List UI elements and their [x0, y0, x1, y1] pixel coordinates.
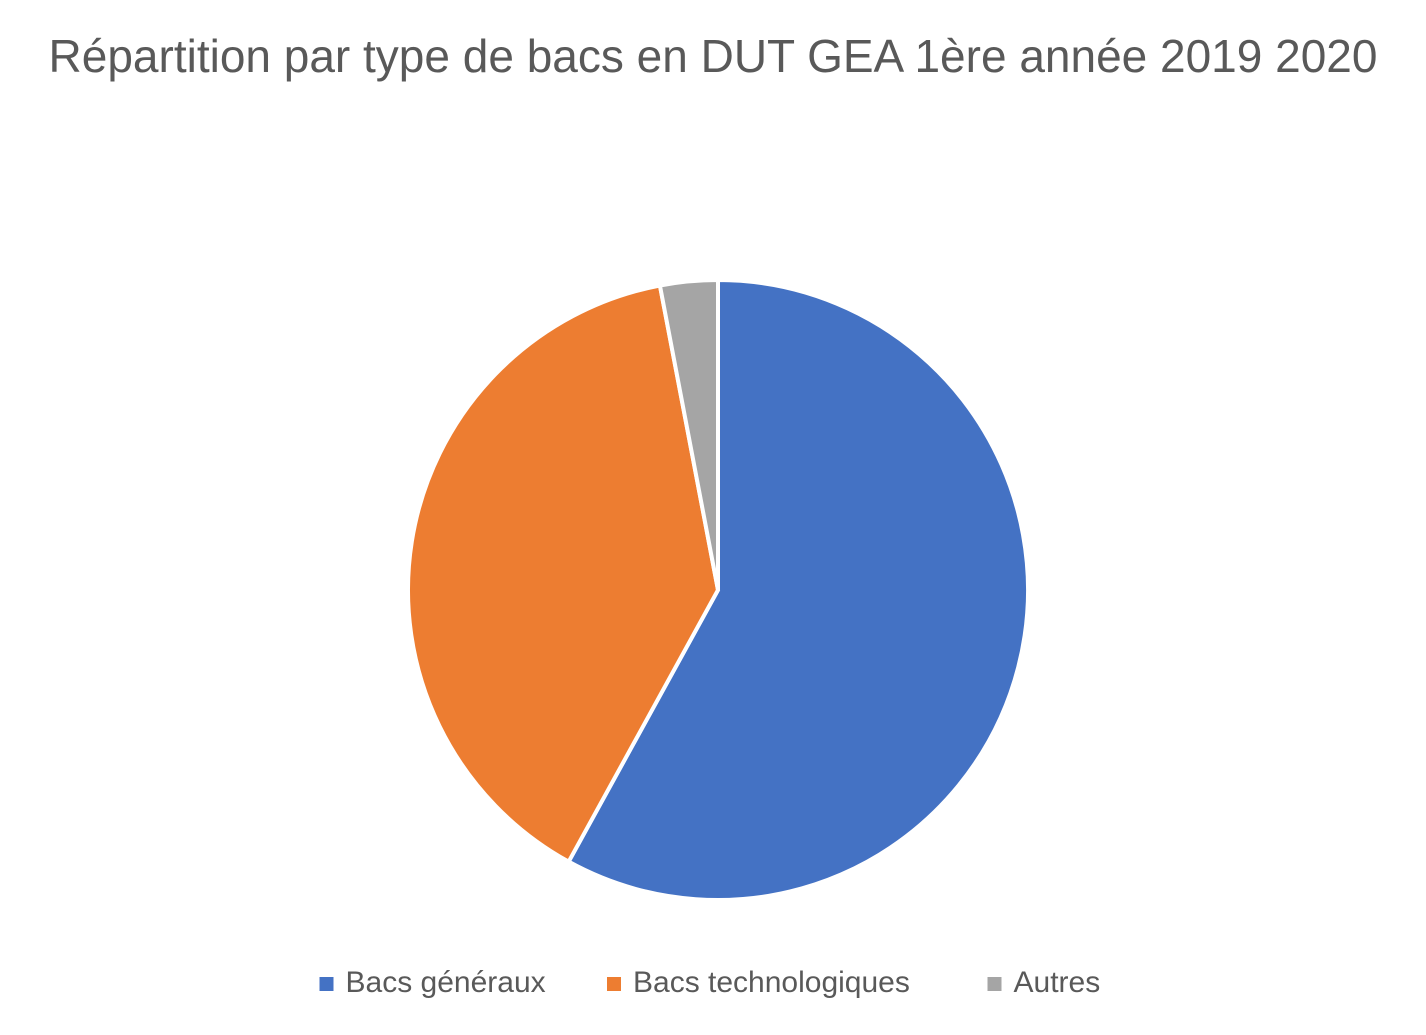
legend-label: Bacs technologiques: [633, 966, 910, 999]
pie-slice: [565, 277, 1030, 902]
legend-label: Autres: [1014, 966, 1101, 999]
pie-slice: [406, 283, 721, 865]
legend-swatch: [319, 977, 334, 991]
legend-swatch: [607, 977, 621, 991]
pie-slice: [657, 277, 720, 591]
chart-title: Répartition par type de bacs en DUT GEA …: [48, 30, 1378, 82]
legend-label: Bacs généraux: [346, 966, 546, 999]
legend-swatch: [987, 977, 1002, 991]
